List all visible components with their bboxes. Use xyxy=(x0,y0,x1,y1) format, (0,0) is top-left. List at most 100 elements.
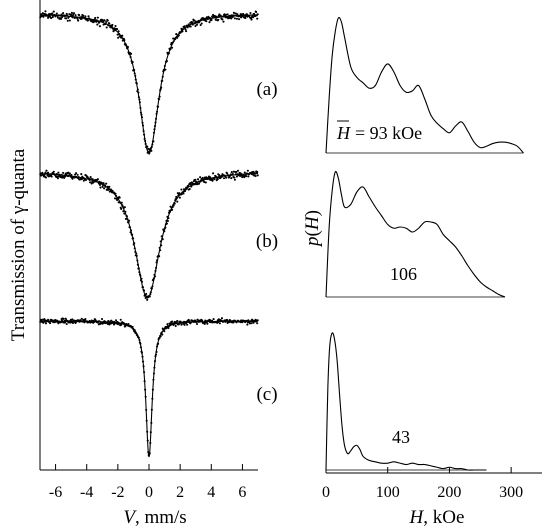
data-point xyxy=(249,11,252,15)
data-point xyxy=(136,263,139,266)
data-point xyxy=(246,323,249,326)
data-point xyxy=(83,321,86,324)
data-point xyxy=(126,218,129,221)
data-point xyxy=(107,188,110,191)
fit-curve xyxy=(40,320,258,458)
mean-field-value-b: 106 xyxy=(390,264,417,284)
data-point xyxy=(82,14,85,17)
data-point xyxy=(120,201,123,204)
data-point xyxy=(144,388,147,391)
data-point xyxy=(171,46,174,49)
data-point xyxy=(134,78,137,81)
data-point xyxy=(160,331,163,334)
data-point xyxy=(249,320,253,323)
data-point xyxy=(161,79,164,82)
data-point xyxy=(117,30,120,33)
data-point xyxy=(97,182,100,185)
data-point xyxy=(137,267,140,270)
data-point xyxy=(245,13,248,16)
data-point xyxy=(98,183,101,187)
data-point xyxy=(199,176,202,179)
data-point xyxy=(61,16,64,19)
data-point xyxy=(62,317,65,320)
data-point xyxy=(235,170,238,173)
data-point xyxy=(118,196,121,199)
data-point xyxy=(82,179,85,182)
field-x-ticks: 0 100 200 300 xyxy=(322,467,523,501)
data-point xyxy=(153,275,157,278)
data-point xyxy=(203,321,206,324)
data-point xyxy=(136,334,139,337)
data-point xyxy=(143,371,146,374)
data-point xyxy=(86,19,90,22)
data-point xyxy=(90,177,93,181)
data-point xyxy=(126,45,130,49)
data-point xyxy=(114,24,117,28)
left-x-axis-title: V, mm/s xyxy=(123,507,186,528)
data-point xyxy=(50,17,53,20)
data-point xyxy=(218,174,221,177)
data-point xyxy=(159,249,162,252)
data-point xyxy=(139,106,142,110)
data-point xyxy=(252,16,255,19)
data-point xyxy=(150,145,153,148)
data-point xyxy=(134,74,137,77)
data-point xyxy=(143,289,146,292)
data-point xyxy=(123,212,126,215)
data-point xyxy=(139,111,142,114)
data-point xyxy=(139,274,142,277)
mean-field-annotation-a: H = 93 kOe xyxy=(336,120,422,143)
data-point xyxy=(108,22,111,25)
data-point xyxy=(181,28,185,31)
panel-label-b: (b) xyxy=(256,231,278,252)
data-point xyxy=(180,323,183,326)
data-point xyxy=(104,22,107,25)
data-point xyxy=(72,12,76,15)
data-point xyxy=(74,14,77,17)
data-point xyxy=(188,188,191,191)
data-point xyxy=(64,14,67,17)
mean-field-symbol: H xyxy=(336,123,351,143)
data-point xyxy=(256,170,259,174)
data-point xyxy=(116,199,119,202)
data-point xyxy=(157,105,160,108)
data-point xyxy=(127,219,131,222)
data-point xyxy=(171,320,174,323)
data-point xyxy=(125,44,128,47)
data-point xyxy=(159,240,162,243)
data-point xyxy=(219,14,222,18)
data-point xyxy=(174,324,177,328)
data-point xyxy=(235,175,239,178)
data-point xyxy=(140,280,144,283)
data-point xyxy=(189,321,192,324)
data-point xyxy=(158,98,161,101)
data-point xyxy=(138,101,141,104)
data-point xyxy=(176,200,179,203)
data-point xyxy=(231,15,234,19)
data-point xyxy=(212,318,215,321)
data-point xyxy=(156,110,159,113)
data-point xyxy=(113,197,117,200)
data-point xyxy=(152,131,155,134)
left-y-axis-title: Transmission of γ-quanta xyxy=(8,148,29,341)
data-point xyxy=(154,117,158,120)
data-point xyxy=(44,322,48,325)
data-point xyxy=(129,226,132,229)
velocity-spectrum-b xyxy=(39,169,259,301)
data-point xyxy=(171,206,174,209)
velocity-spectrum-a xyxy=(39,10,259,155)
data-point xyxy=(112,30,115,33)
data-point xyxy=(105,182,108,185)
data-point xyxy=(78,14,81,17)
data-point xyxy=(233,17,236,20)
data-point xyxy=(195,181,199,184)
data-point xyxy=(156,345,159,348)
data-point xyxy=(181,30,184,33)
data-point xyxy=(189,25,192,28)
data-point xyxy=(119,34,122,37)
data-point xyxy=(66,19,69,22)
data-point xyxy=(43,173,46,176)
data-point xyxy=(119,318,122,321)
data-point xyxy=(147,147,150,150)
